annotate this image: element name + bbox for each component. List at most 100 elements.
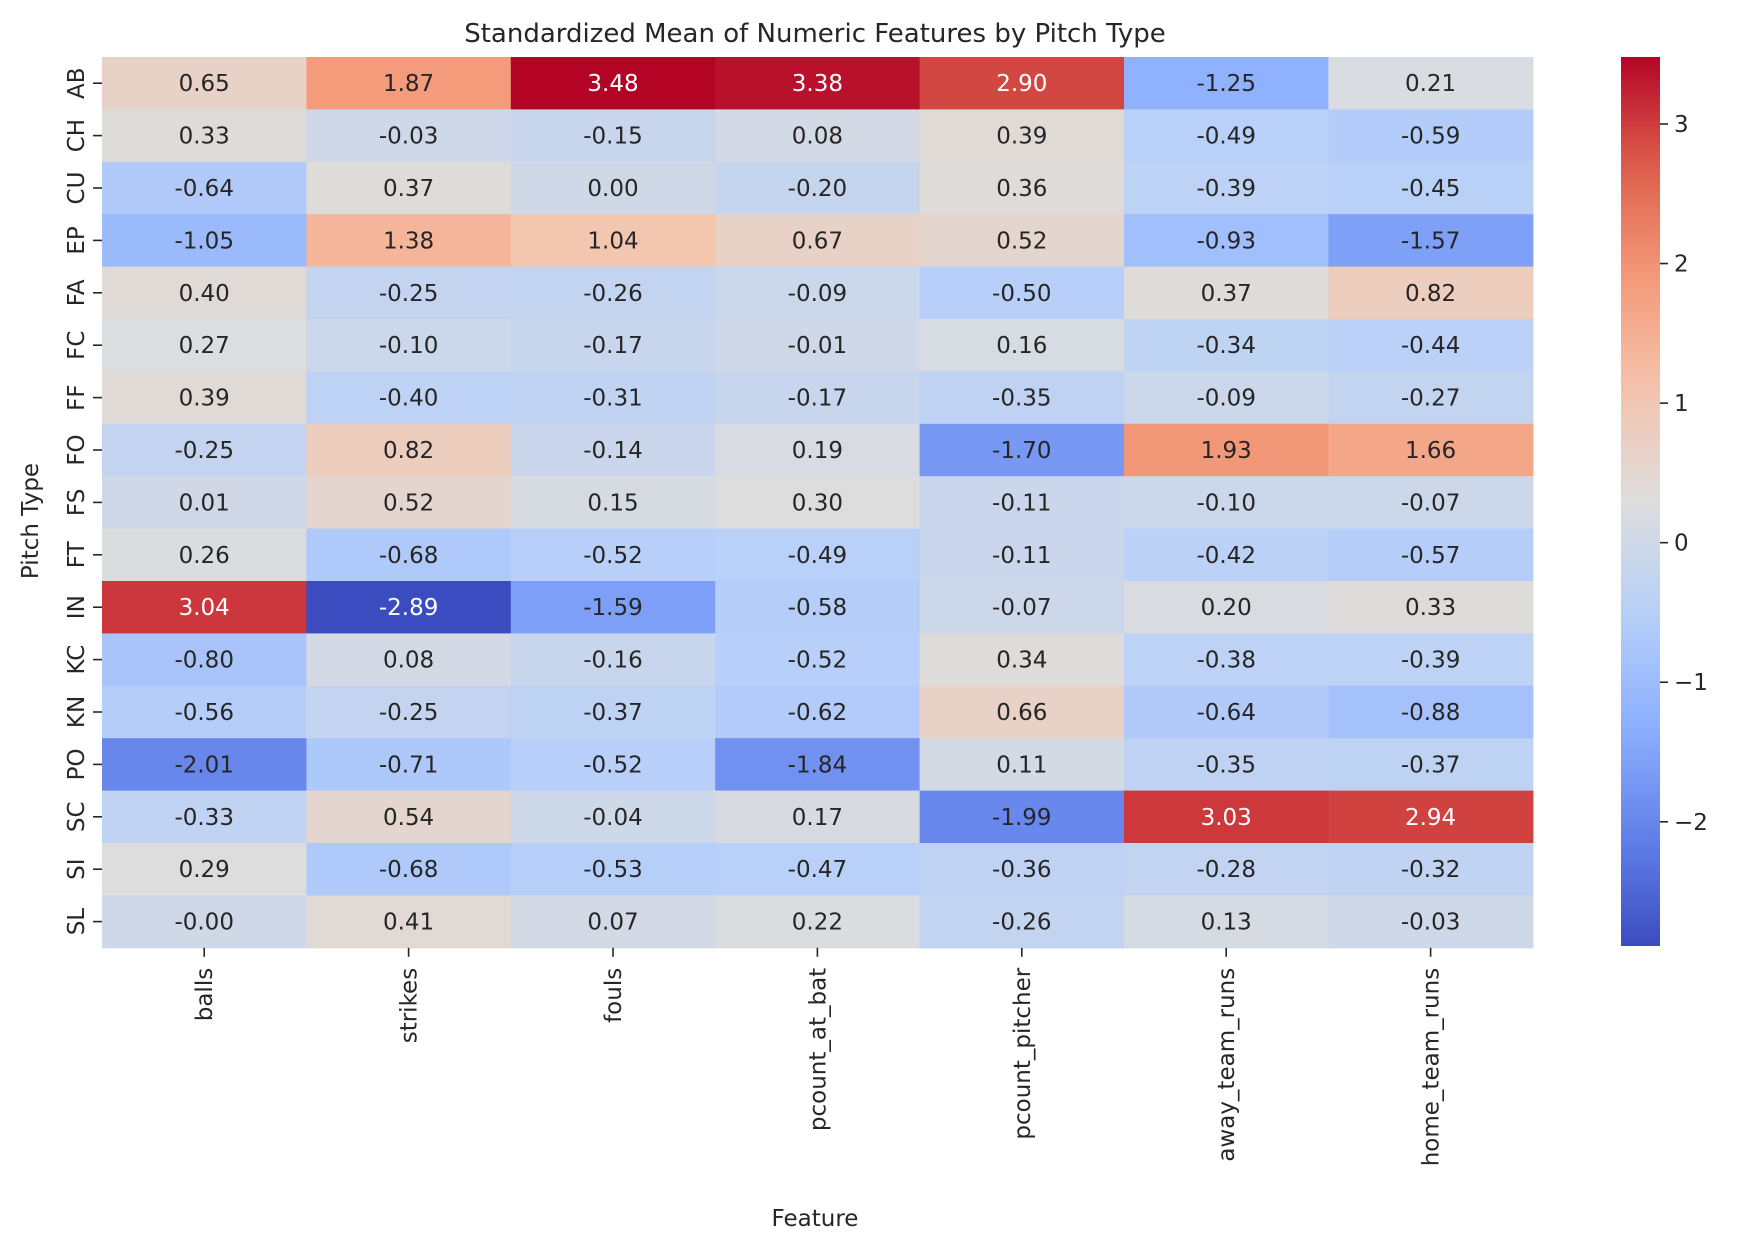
colorbar-tick-label: 2 [1674,252,1689,278]
y-tick-label: FO [64,434,90,465]
heatmap-cell [919,895,1125,949]
cell-value-label: -0.52 [583,543,643,569]
colorbar-tick-label: 3 [1674,112,1689,138]
heatmap-cell [102,895,307,949]
heatmap-cell [1328,319,1534,372]
cell-value-label: 0.34 [996,648,1047,674]
heatmap-cell [1124,214,1329,268]
cell-value-label: 0.15 [587,490,638,516]
cell-value-label: -0.01 [788,333,848,359]
heatmap-cell [102,319,307,372]
y-tick-label: FA [64,279,90,306]
heatmap-cell [919,685,1125,739]
cell-value-label: -1.25 [1196,71,1256,97]
heatmap-cell [510,843,716,896]
cell-value-label: 0.37 [383,176,434,202]
cell-value-label: 0.27 [179,333,230,359]
cell-value-label: 1.66 [1405,438,1456,464]
y-tick-label: CU [64,172,90,205]
x-tick-label: pcount_pitcher [1010,967,1036,1139]
heatmap-cell [919,57,1125,110]
cell-value-label: 1.38 [383,228,434,254]
colorbar [1621,57,1660,946]
cell-value-label: -0.27 [1401,386,1461,412]
heatmap-cell [102,57,307,110]
cell-value-label: -0.25 [379,700,439,726]
heatmap-cell [715,685,921,739]
heatmap-cell [919,843,1125,896]
heatmap-cells: 0.65 1.87 3.48 3.38 2.90 -1.25 0.21 0.33 -0.03 -0… [102,57,1534,949]
y-tick-label: FS [64,489,90,516]
heatmap-cell [510,423,716,477]
heatmap-cell [919,109,1125,163]
cell-value-label: -0.53 [583,857,643,883]
y-tick-label: SL [64,908,90,936]
cell-value-label: 0.52 [996,228,1047,254]
heatmap-cell [715,266,921,320]
cell-value-label: 0.26 [179,543,230,569]
heatmap-cell [306,476,512,530]
cell-value-label: 1.87 [383,71,434,97]
cell-value-label: 0.16 [996,333,1047,359]
cell-value-label: -0.32 [1401,857,1461,883]
cell-value-label: 0.37 [1201,281,1252,307]
heatmap-cell [102,266,307,320]
heatmap-cell [715,57,921,110]
cell-value-label: -1.84 [788,752,848,778]
heatmap-cell [919,319,1125,372]
cell-value-label: -0.33 [174,805,234,831]
cell-value-label: -0.80 [174,648,234,674]
cell-value-label: -0.00 [174,910,234,936]
heatmap-cell [1124,161,1329,215]
heatmap-cell [715,895,921,949]
x-tick-label: away_team_runs [1214,968,1240,1162]
heatmap-cell [919,214,1125,268]
cell-value-label: -0.68 [379,543,439,569]
heatmap-cell [306,266,512,320]
heatmap-cell [510,57,716,110]
cell-value-label: -0.36 [992,857,1052,883]
cell-value-label: -0.20 [788,176,848,202]
cell-value-label: -0.57 [1401,543,1461,569]
y-tick-label: FC [64,331,90,360]
heatmap-cell [1328,161,1534,215]
heatmap-cell [510,633,716,687]
cell-value-label: -1.57 [1401,228,1461,254]
cell-value-label: -0.31 [583,386,643,412]
cell-value-label: 0.82 [383,438,434,464]
cell-value-label: -0.52 [788,648,848,674]
cell-value-label: 0.33 [179,124,230,150]
colorbar-tick-label: 1 [1674,391,1689,417]
heatmap-cell [102,214,307,268]
heatmap-cell [102,371,307,425]
colorbar-tick-label: 0 [1674,531,1689,557]
heatmap-cell [102,581,307,634]
cell-value-label: -0.09 [1196,386,1256,412]
cell-value-label: -2.89 [379,595,439,621]
cell-value-label: -0.52 [583,752,643,778]
cell-value-label: -0.26 [583,281,643,307]
cell-value-label: 0.40 [179,281,230,307]
cell-value-label: -0.04 [583,805,643,831]
heatmap-cell [715,371,921,425]
heatmap-cell [1124,109,1329,163]
x-tick-label: balls [192,968,218,1021]
y-tick-label: PO [64,748,90,780]
heatmap-cell [1124,266,1329,320]
cell-value-label: -0.35 [992,386,1052,412]
heatmap-cell [1124,528,1329,582]
heatmap-cell [306,790,512,844]
cell-value-label: 0.29 [179,857,230,883]
cell-value-label: -0.10 [379,333,439,359]
heatmap-cell [1328,790,1534,844]
heatmap-cell [715,633,921,687]
cell-value-label: 0.36 [996,176,1047,202]
heatmap-cell [1328,57,1534,110]
heatmap-cell [715,109,921,163]
heatmap-cell [510,476,716,530]
cell-value-label: 0.22 [792,910,843,936]
cell-value-label: -0.10 [1196,490,1256,516]
cell-value-label: -0.71 [379,752,439,778]
x-axis-label: Feature [772,1206,859,1232]
y-axis-ticks: AB CH CU EP FA FC FF FO FS FT IN KC KN PO SC SI SL [64,67,102,935]
